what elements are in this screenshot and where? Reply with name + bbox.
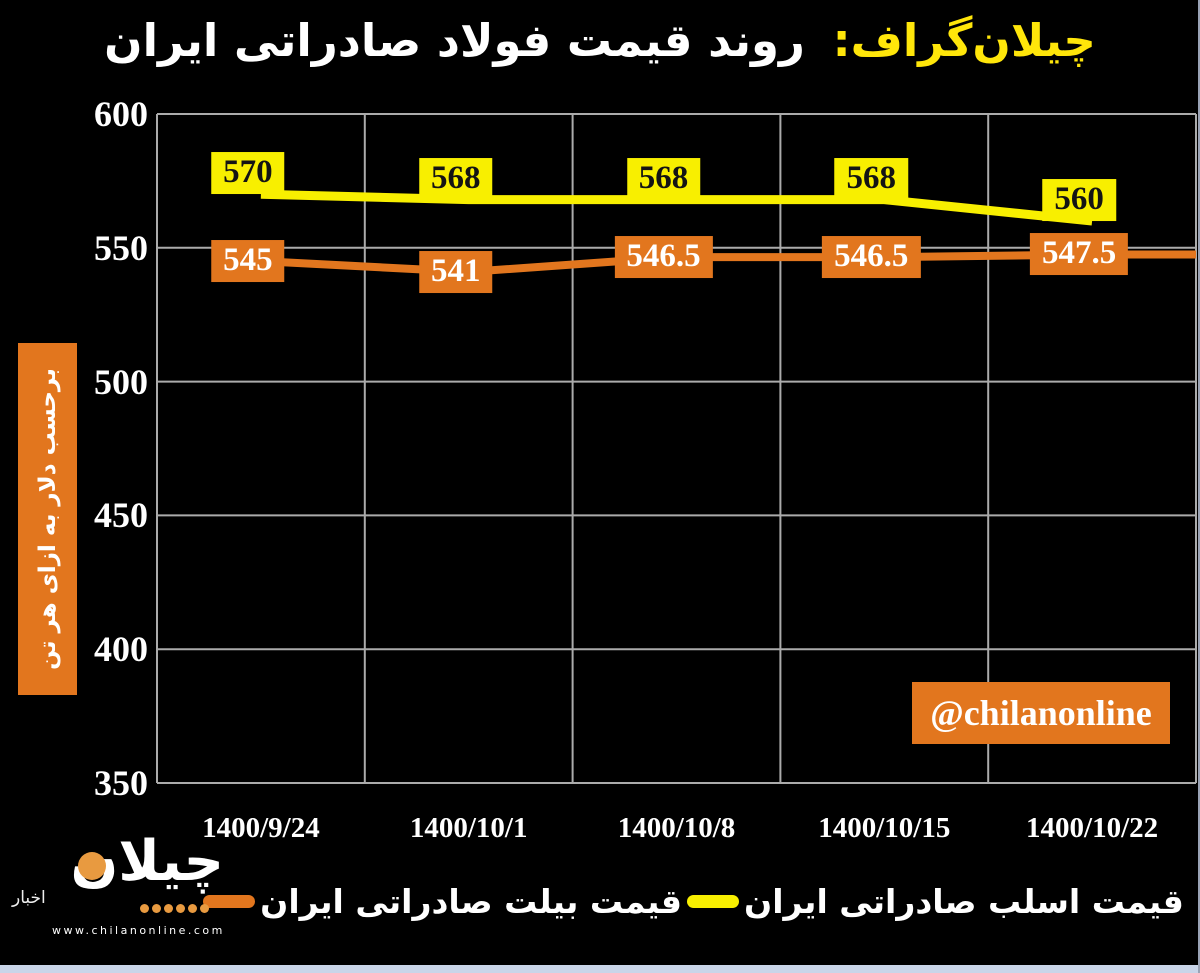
y-tick-label: 500 [94,361,148,402]
data-point-label: 570 [211,152,285,195]
legend-label: قیمت اسلب صادراتی ایران [744,882,1184,921]
data-point-label: 560 [1042,179,1116,221]
y-tick-label: 600 [94,94,148,134]
data-point-label: 568 [626,157,701,200]
chart-title-main: روند قیمت فولاد صادراتی ایران [104,14,805,67]
x-tick-label: 1400/9/24 [202,812,320,844]
y-axis-unit-label: برحسب دلار به ازای هر تن [34,368,61,670]
y-tick-label: 450 [94,495,148,536]
watermark-badge: @chilanonline [912,682,1170,744]
logo-dot-icon [78,852,106,880]
window-bottom-edge [0,965,1200,973]
y-tick-label: 550 [94,227,148,268]
x-tick-label: 1400/10/22 [1026,812,1159,844]
x-tick-label: 1400/10/1 [409,812,528,844]
logo-tagline: اخبار [12,888,46,908]
legend-swatch-icon [203,895,256,908]
chilan-logo: چیلان اخبار www.chilanonline.com [12,828,224,963]
data-point-label: 546.5 [822,236,921,279]
x-tick-label: 1400/10/15 [818,812,951,844]
chart-title: چیلان‌گراف: روند قیمت فولاد صادراتی ایرا… [0,14,1200,68]
data-point-label: 546.5 [614,236,713,279]
y-tick-label: 400 [94,629,148,670]
data-point-label: 568 [834,157,909,200]
y-axis-unit-banner: برحسب دلار به ازای هر تن [18,343,77,695]
y-tick-label: 350 [94,763,148,803]
window-right-edge [1198,0,1200,973]
legend-label: قیمت بیلت صادراتی ایران [260,882,683,921]
chart-title-brand: چیلان‌گراف: [832,14,1096,67]
data-point-label: 541 [418,250,493,293]
legend: قیمت بیلت صادراتی ایران قیمت اسلب صادراتی… [95,882,1200,921]
logo-url: www.chilanonline.com [52,924,225,937]
data-point-label: 545 [211,240,285,283]
data-point-label: 568 [418,157,493,200]
legend-swatch-icon [687,895,740,908]
x-tick-label: 1400/10/8 [617,812,736,844]
data-point-label: 547.5 [1029,233,1129,276]
logo-dots-icon [140,904,209,913]
